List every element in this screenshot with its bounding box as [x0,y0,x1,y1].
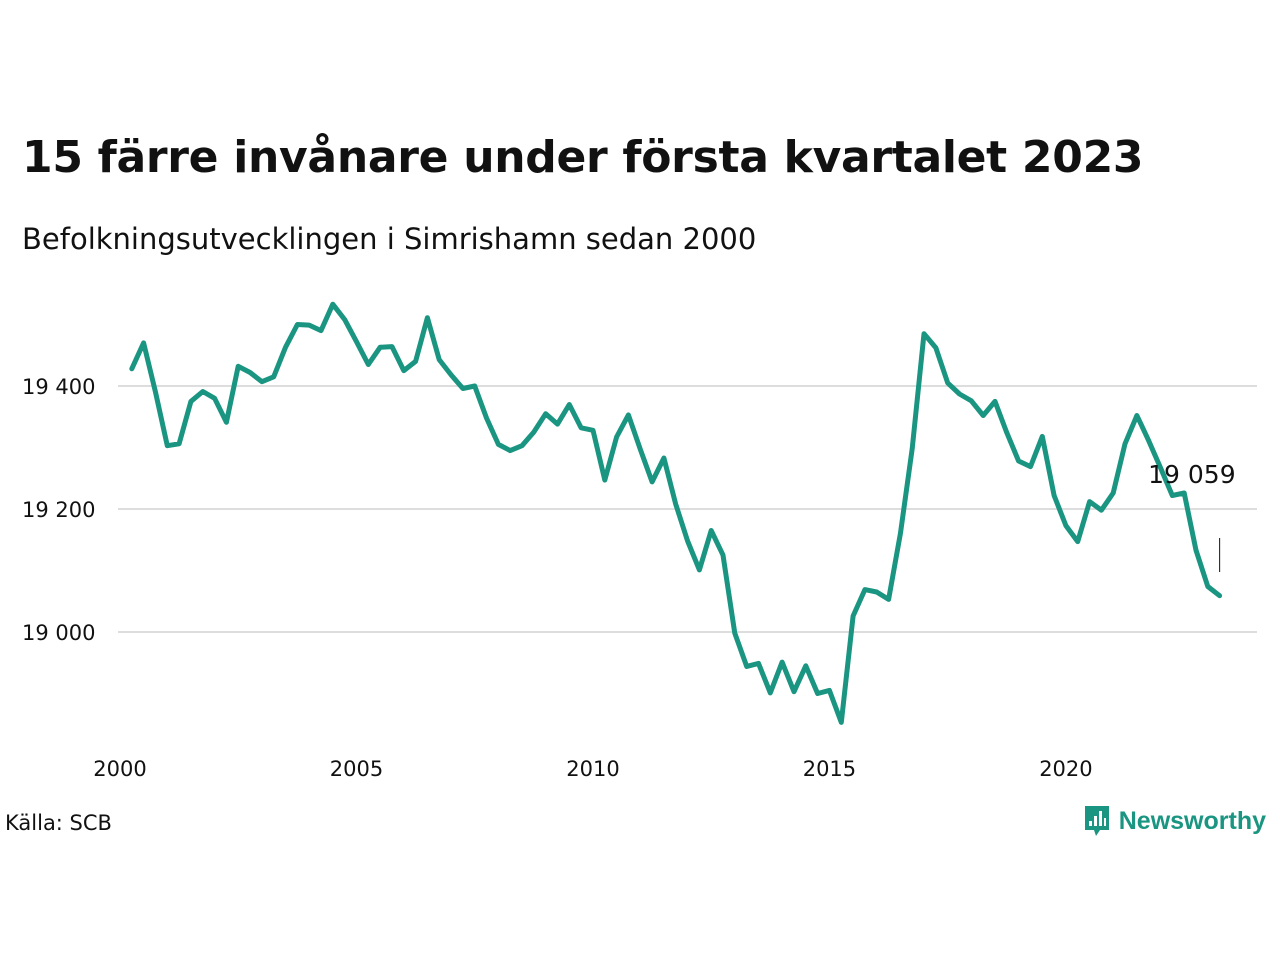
annotation-layer: 19 059 [1148,460,1236,572]
x-tick-label: 2015 [803,757,856,781]
chart-title: 15 färre invånare under första kvartalet… [22,132,1144,183]
grid-layer [118,385,1257,633]
chart-subtitle: Befolkningsutvecklingen i Simrishamn sed… [22,222,757,256]
x-tick-label: 2005 [330,757,383,781]
last-value-label: 19 059 [1148,460,1235,489]
brand-logo[interactable]: Newsworthy [1083,804,1266,838]
brand-name: Newsworthy [1118,806,1266,835]
y-tick-label: 19 400 [22,375,95,399]
series-layer [129,301,1223,725]
x-tick-label: 2020 [1039,757,1092,781]
source-note: Källa: SCB [5,811,112,835]
x-tick-label: 2000 [93,757,146,781]
y-tick-label: 19 200 [22,498,95,522]
x-tick-label: 2010 [566,757,619,781]
y-tick-label: 19 000 [22,621,95,645]
chart-bars-speech-bubble-icon [1084,806,1109,836]
series-line [129,301,1223,725]
axis-layer: 19 000 19 200 19 400 2000 2005 2010 2015 2020 [22,375,1093,781]
line-chart: 19 000 19 200 19 400 2000 2005 2010 2015 2020 1… [22,301,1257,781]
